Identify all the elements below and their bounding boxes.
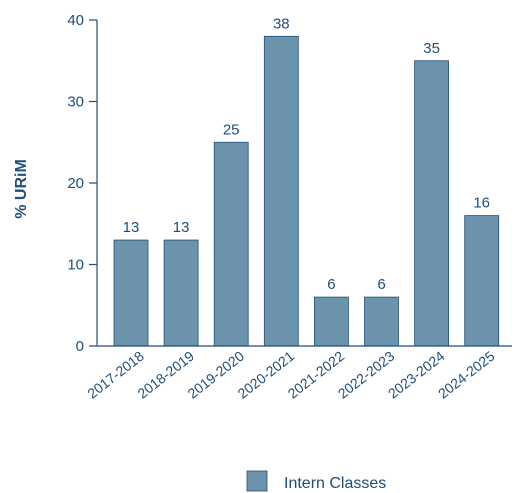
y-tick-label: 0 xyxy=(76,338,84,355)
value-label-2020-2021: 38 xyxy=(273,15,290,32)
bar-2017-2018 xyxy=(113,239,149,347)
bar-2020-2021 xyxy=(263,35,299,347)
value-label-2017-2018: 13 xyxy=(123,219,140,236)
bar-2018-2019 xyxy=(163,239,199,347)
value-label-2024-2025: 16 xyxy=(473,195,490,212)
bar-2021-2022 xyxy=(313,296,349,347)
bar-2023-2024 xyxy=(414,60,450,347)
legend-swatch xyxy=(246,470,268,492)
legend: Intern Classes xyxy=(246,470,386,492)
value-label-2022-2023: 6 xyxy=(377,276,385,293)
bars-group xyxy=(113,35,500,347)
bar-2024-2025 xyxy=(464,215,500,347)
y-tick-label: 30 xyxy=(67,94,84,111)
x-axis: 2017-20182018-20192019-20202020-20212021… xyxy=(84,345,512,402)
bar-2022-2023 xyxy=(364,296,399,347)
bar-2019-2020 xyxy=(213,141,249,347)
value-label-2019-2020: 25 xyxy=(223,121,240,138)
y-axis: 0 10 20 30 40 xyxy=(67,12,98,355)
y-tick-label: 10 xyxy=(67,257,84,274)
value-label-2018-2019: 13 xyxy=(173,219,190,236)
x-tick-label: 2024-2025 xyxy=(435,348,498,402)
y-axis-label: % URiM xyxy=(13,159,30,219)
value-labels-group: 13 13 25 38 6 6 35 16 xyxy=(123,15,490,293)
value-label-2021-2022: 6 xyxy=(327,276,335,293)
y-tick-label: 40 xyxy=(67,12,84,29)
legend-label: Intern Classes xyxy=(284,475,386,492)
value-label-2023-2024: 35 xyxy=(423,40,440,57)
y-tick-label: 20 xyxy=(67,175,84,192)
